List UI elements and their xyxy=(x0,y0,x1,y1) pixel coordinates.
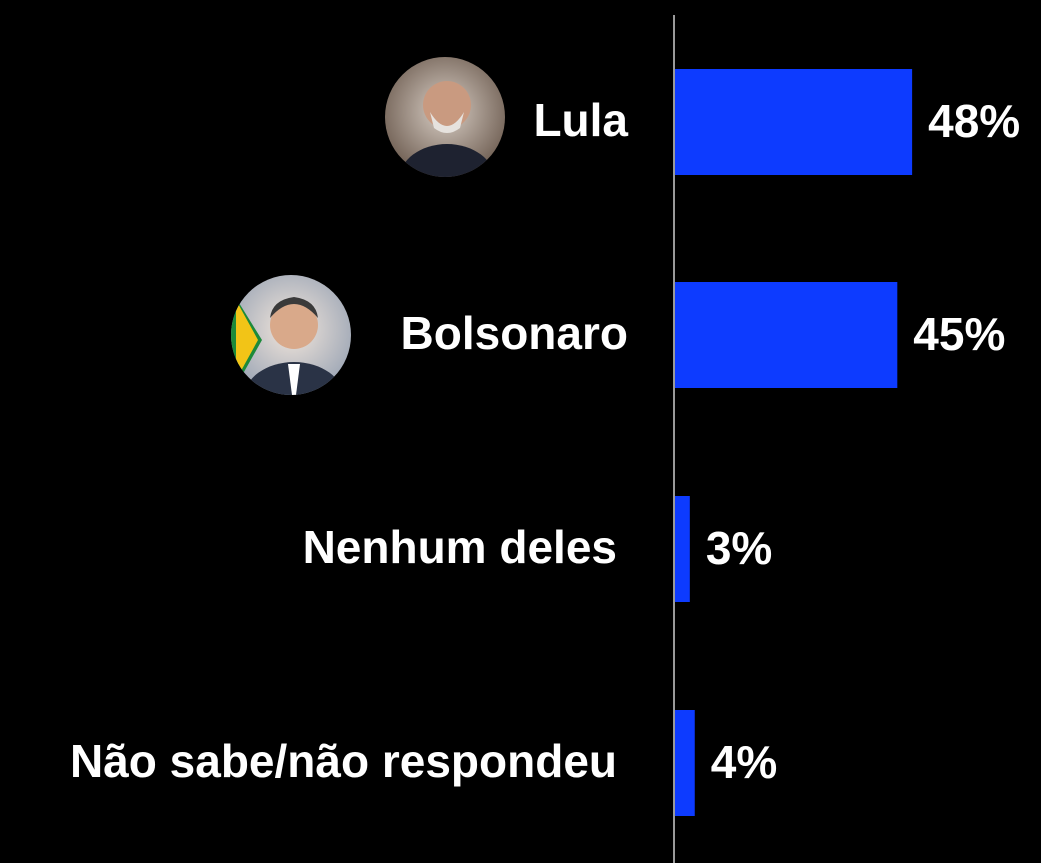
category-label: Não sabe/não respondeu xyxy=(70,735,617,787)
avatar-lula xyxy=(385,57,505,216)
value-label: 4% xyxy=(711,736,777,788)
value-label: 48% xyxy=(928,95,1020,147)
bar xyxy=(675,710,695,816)
bar xyxy=(675,282,897,388)
category-label: Lula xyxy=(533,94,628,146)
bar xyxy=(675,69,912,175)
value-label: 3% xyxy=(706,522,772,574)
value-label: 45% xyxy=(913,308,1005,360)
bar xyxy=(675,496,690,602)
category-label: Nenhum deles xyxy=(303,521,617,573)
category-label: Bolsonaro xyxy=(401,307,628,359)
avatar-bolsonaro xyxy=(231,275,351,434)
chart: Lula 48% Bolsonaro 45% Nenhum deles 3% Não sab… xyxy=(0,0,1041,863)
